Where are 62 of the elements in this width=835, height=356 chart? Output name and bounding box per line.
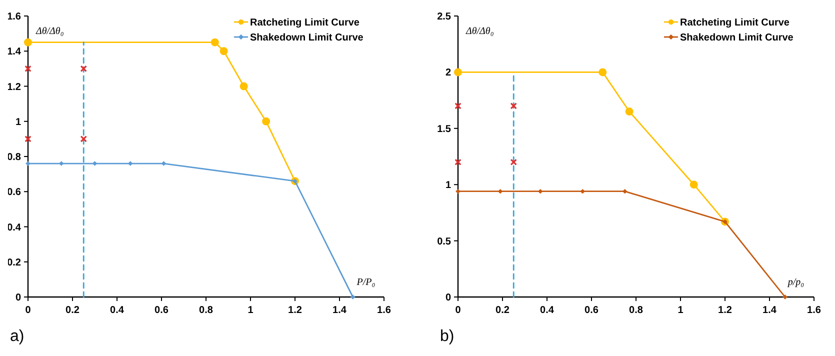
x-tick-label: 1.4 (332, 305, 347, 316)
point (80, 136, 88, 142)
point (24, 136, 32, 142)
x-tick-label: 0.8 (199, 305, 214, 316)
point (210, 38, 219, 46)
y-axis-title: Δθ/Δθ₀ (465, 26, 494, 37)
x-tick-label: 0.8 (629, 305, 644, 316)
point (92, 161, 98, 166)
y-axis-title: Δθ/Δθ₀ (35, 26, 64, 37)
x-tick-label: 0 (455, 305, 462, 316)
legend-label: Shakedown Limit Curve (250, 32, 364, 44)
text: a) (10, 328, 24, 345)
y-tick-label: 0 (445, 292, 452, 304)
text: b) (440, 328, 454, 345)
point (24, 65, 32, 72)
y-tick-label: 2.5 (437, 12, 452, 22)
x-tick-label: 1.6 (377, 305, 392, 316)
y-tick-label: 1.6 (7, 12, 22, 22)
legend-label: Shakedown Limit Curve (680, 32, 794, 44)
y-tick-label: 1 (15, 116, 22, 128)
point (690, 180, 698, 189)
y-tick-label: 2 (445, 68, 452, 79)
x-tick-label: 1.6 (807, 305, 822, 316)
point (80, 65, 88, 72)
x-tick-label: 0.2 (496, 305, 510, 316)
point (456, 188, 460, 194)
x-tick-label: 0.4 (110, 305, 124, 316)
point (262, 117, 270, 126)
x-tick-label: 0.6 (154, 305, 169, 316)
point (454, 158, 462, 166)
point (510, 102, 518, 110)
point (240, 82, 248, 90)
point (625, 108, 634, 116)
y-tick-label: 1.4 (7, 46, 22, 58)
x-tick-label: 1.2 (718, 305, 732, 316)
x-axis-title: P/P₀ (356, 277, 376, 288)
y-tick-label: 0.5 (437, 236, 452, 248)
point (350, 294, 356, 300)
x-tick-label: 0.6 (584, 305, 599, 316)
point (498, 188, 503, 194)
y-tick-label: 1 (445, 180, 452, 192)
legend-label: Ratcheting Limit Curve (680, 18, 790, 28)
x-tick-label: 0 (25, 305, 32, 316)
point (598, 68, 607, 76)
legend-label: Ratcheting Limit Curve (250, 18, 360, 28)
y-tick-label: 1.2 (7, 82, 22, 93)
point (24, 38, 32, 46)
x-tick-label: 1 (248, 305, 254, 316)
x-tick-label: 1 (678, 305, 684, 316)
y-tick-label: 0 (15, 292, 22, 304)
x-tick-label: 1.4 (762, 305, 777, 316)
x-tick-label: 1.2 (288, 305, 302, 316)
point (454, 68, 462, 76)
point (220, 47, 228, 56)
x-tick-label: 0.2 (66, 305, 80, 316)
point (454, 102, 462, 110)
point (580, 188, 585, 194)
point (510, 158, 518, 166)
x-axis-title: p/p₀ (786, 277, 805, 288)
x-tick-label: 0.4 (540, 305, 554, 316)
point (161, 161, 166, 166)
y-tick-label: 1.5 (437, 124, 452, 135)
